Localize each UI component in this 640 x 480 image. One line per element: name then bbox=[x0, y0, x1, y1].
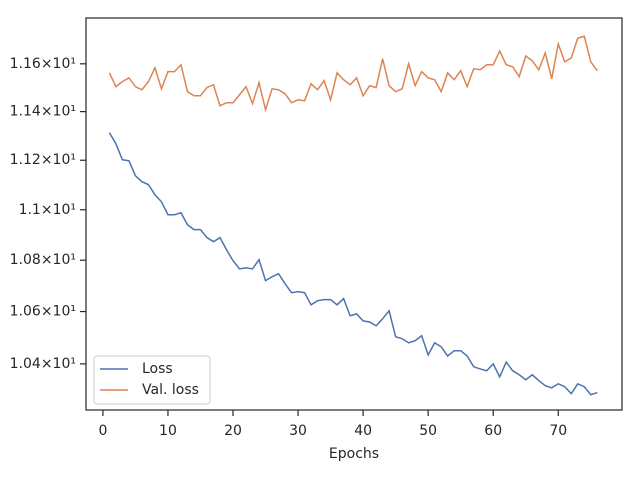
legend-box bbox=[93, 355, 211, 405]
line-series bbox=[108, 35, 598, 113]
y-tick-label: 1.14×10¹ bbox=[10, 104, 76, 120]
x-tick-label: 0 bbox=[98, 423, 107, 439]
y-tick-label: 1.1×10¹ bbox=[19, 202, 76, 218]
line-series bbox=[108, 132, 598, 396]
y-tick-label: 1.08×10¹ bbox=[10, 252, 76, 268]
x-tick-label: 50 bbox=[419, 423, 437, 439]
y-tick-label: 1.04×10¹ bbox=[10, 356, 76, 372]
y-tick-label: 1.16×10¹ bbox=[10, 56, 76, 72]
x-tick-label: 40 bbox=[354, 423, 372, 439]
x-tick-label: 60 bbox=[484, 423, 502, 439]
x-tick-label: 30 bbox=[289, 423, 307, 439]
plot-frame bbox=[85, 17, 623, 411]
x-axis-label: Epochs bbox=[329, 446, 379, 462]
y-tick-label: 1.12×10¹ bbox=[10, 152, 76, 168]
legend-label: Loss bbox=[142, 361, 173, 377]
x-tick-label: 70 bbox=[549, 423, 567, 439]
x-tick-label: 10 bbox=[159, 423, 177, 439]
x-tick-label: 20 bbox=[224, 423, 242, 439]
legend-label: Val. loss bbox=[142, 382, 199, 398]
y-tick-label: 1.06×10¹ bbox=[10, 304, 76, 320]
